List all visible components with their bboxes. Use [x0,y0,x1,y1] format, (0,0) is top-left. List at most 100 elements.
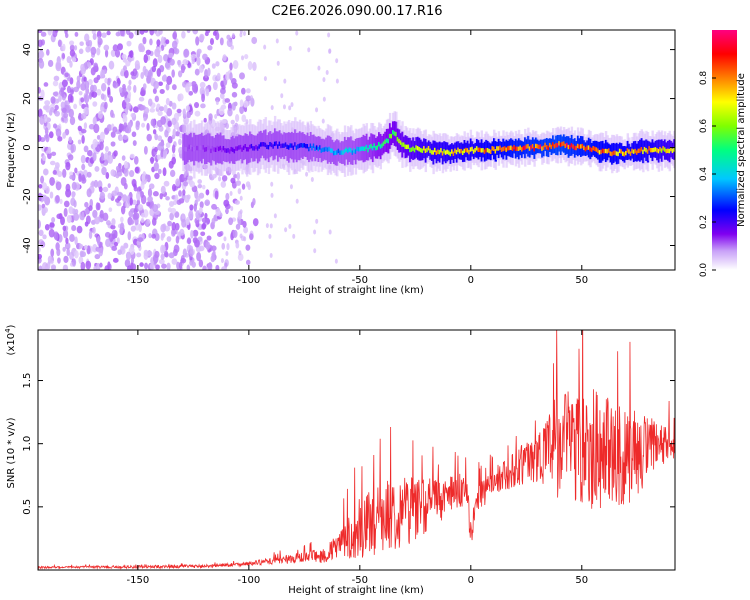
spectrogram-noise-cell [162,167,167,177]
spectrogram-ridge-core [200,145,204,151]
spectrogram-ridge-core [524,145,527,150]
spectrogram-ridge-core [635,150,639,155]
spectrogram-ridge-core [500,147,504,152]
spectrogram-ridge-core [235,146,238,151]
spectrogram-noise-cell [313,248,317,254]
spectrogram-noise-cell [80,261,86,270]
spectrogram-noise-cell [38,59,45,69]
spectrogram-noise-cell [135,122,140,131]
spectrogram-noise-cell [64,32,69,39]
spectrogram-noise-cell [178,138,182,146]
spectrogram-ridge-core [245,147,249,152]
spectrogram-ridge-core [305,143,308,149]
spectrogram-noise-cell [157,54,163,64]
spectrogram-ridge-core [207,145,210,150]
spectrogram-noise-cell [178,146,184,155]
spectrogram-noise-cell [171,183,177,192]
spectrogram-noise-cell [186,30,191,34]
spectrogram-noise-cell [65,162,71,168]
spectrogram-noise-cell [50,264,57,270]
spectrogram-noise-cell [305,171,309,177]
spectrogram-ridge-core [527,144,530,149]
spectrogram-ridge-core [559,142,563,147]
spectrogram-noise-cell [50,151,57,157]
spectrogram-noise-cell [118,86,123,94]
spectrogram-noise-cell [100,106,105,112]
spectrogram-noise-cell [243,30,247,36]
spectrogram-noise-cell [161,263,167,269]
spectrogram-ridge-core [390,134,393,139]
spectrogram-noise-cell [171,69,175,78]
spectrogram-noise-cell [113,150,118,157]
spectrogram-noise-cell [69,77,74,85]
spectrogram-ridge-core [632,149,636,154]
spectrogram-noise-cell [199,33,205,41]
spectrogram-noise-cell [80,128,87,134]
spectrogram-ridge-core [185,147,188,152]
colorbar-tick-label: 0.2 [699,215,709,229]
spectrogram-ridge-core [447,150,451,155]
spectrogram-noise-cell [76,75,81,82]
spectrogram-noise-cell [172,229,177,236]
spectrogram-ridge-core [204,147,207,152]
spectrogram-ridge-core [197,146,201,151]
spectrogram-noise-cell [138,43,143,53]
spectrogram-noise-cell [220,180,227,188]
spectrogram-noise-cell [146,122,150,131]
snr-x-tick-label: -50 [352,575,368,586]
spectrogram-noise-cell [205,241,211,250]
spectrogram-ridge-core [367,147,370,153]
spectrogram-ridge-core [522,145,525,151]
spectrogram-ridge-core [269,141,272,147]
spectrogram-noise-cell [160,244,165,254]
spectrogram-ridge-core [264,142,268,148]
spectrogram-noise-cell [108,207,113,213]
spectrogram-noise-cell [85,45,91,53]
spectrogram-noise-cell [131,199,138,205]
colorbar-label: Normalized spectral amplitude [736,73,747,227]
spectrogram-ridge-core [547,145,550,151]
spectrogram-noise-cell [284,227,288,233]
spectrogram-noise-cell [61,79,68,88]
spectrogram-noise-cell [85,260,92,270]
spectrogram-noise-cell [71,57,77,63]
spectrogram-ridge-core [342,150,345,155]
snr-x-tick-label: -150 [127,575,150,586]
spectrogram-noise-cell [186,110,192,119]
spectrogram-y-tick-label: -40 [22,237,33,253]
spectrogram-noise-cell [148,98,153,107]
spectrogram-noise-cell [137,237,144,242]
spectrogram-noise-cell [197,179,203,184]
spectrogram-noise-cell [86,188,92,198]
spectrogram-noise-cell [151,217,157,226]
spectrogram-noise-cell [64,242,71,250]
spectrogram-noise-cell [235,242,240,249]
spectrogram-noise-cell [270,181,274,187]
spectrogram-ridge-core [255,144,258,150]
spectrogram-noise-cell [174,222,180,231]
spectrogram-noise-cell [196,56,201,66]
spectrogram-noise-cell [292,233,296,239]
spectrogram-ridge-core [615,151,619,156]
spectrogram-noise-cell [47,152,52,160]
spectrogram-ridge-core [597,148,600,153]
spectrogram-noise-cell [207,45,213,51]
spectrogram-ridge-core [350,148,353,153]
spectrogram-noise-cell [110,141,116,147]
spectrogram-ridge-core [281,143,285,148]
spectrogram-noise-cell [122,115,128,123]
spectrogram-ridge-core [412,146,415,151]
spectrogram-ridge-core [398,138,401,144]
spectrogram-noise-cell [189,180,196,188]
spectrogram-noise-cell [69,60,73,68]
spectrogram-ridge-core [396,137,400,142]
spectrogram-noise-cell [229,72,233,81]
spectrogram-noise-cell [328,48,332,54]
spectrogram-ridge-core [556,142,560,148]
spectrogram-ridge-core [494,149,497,154]
spectrogram-ridge-core [284,142,288,147]
spectrogram-noise-cell [130,112,136,118]
spectrogram-noise-cell [49,222,55,228]
spectrogram-noise-cell [84,208,90,215]
spectrogram-ridge-core [617,151,620,157]
